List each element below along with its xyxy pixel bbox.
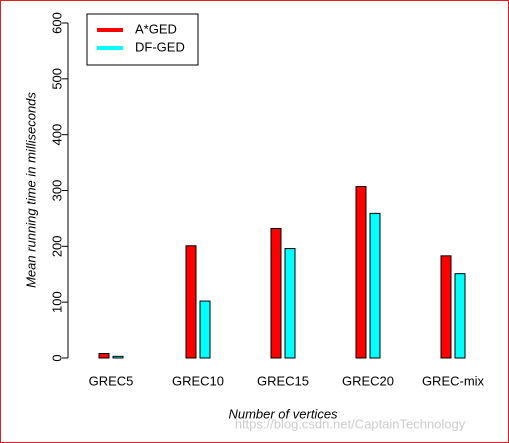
watermark: https://blog.csdn.net/CaptainTechnology	[235, 416, 466, 431]
bar	[98, 353, 110, 359]
bar	[454, 273, 466, 359]
x-tick-label: GREC20	[342, 373, 394, 388]
bar	[112, 355, 124, 359]
bar	[199, 300, 211, 359]
x-axis-label: Number of vertices	[228, 406, 338, 421]
bar	[355, 186, 367, 359]
bar	[369, 212, 381, 359]
legend-label: A*GED	[135, 21, 177, 36]
legend-box	[86, 13, 199, 66]
bar	[270, 227, 282, 359]
y-tick-label: 600	[49, 12, 64, 34]
bar	[185, 245, 197, 359]
y-tick-label: 500	[49, 68, 64, 90]
legend-label: DF-GED	[135, 39, 185, 54]
y-tick-label: 100	[49, 291, 64, 313]
x-tick-label: GREC10	[172, 373, 224, 388]
y-tick-label: 400	[49, 124, 64, 146]
y-tick-label: 300	[49, 180, 64, 202]
y-axis-label: Mean running time in milliseconds	[23, 92, 38, 288]
x-tick-label: GREC15	[257, 373, 309, 388]
bar	[284, 248, 296, 359]
x-tick-label: GREC-mix	[422, 373, 485, 388]
x-tick-label: GREC5	[89, 373, 134, 388]
y-tick-label: 0	[49, 354, 64, 361]
bar	[440, 255, 452, 359]
y-tick-label: 200	[49, 235, 64, 257]
